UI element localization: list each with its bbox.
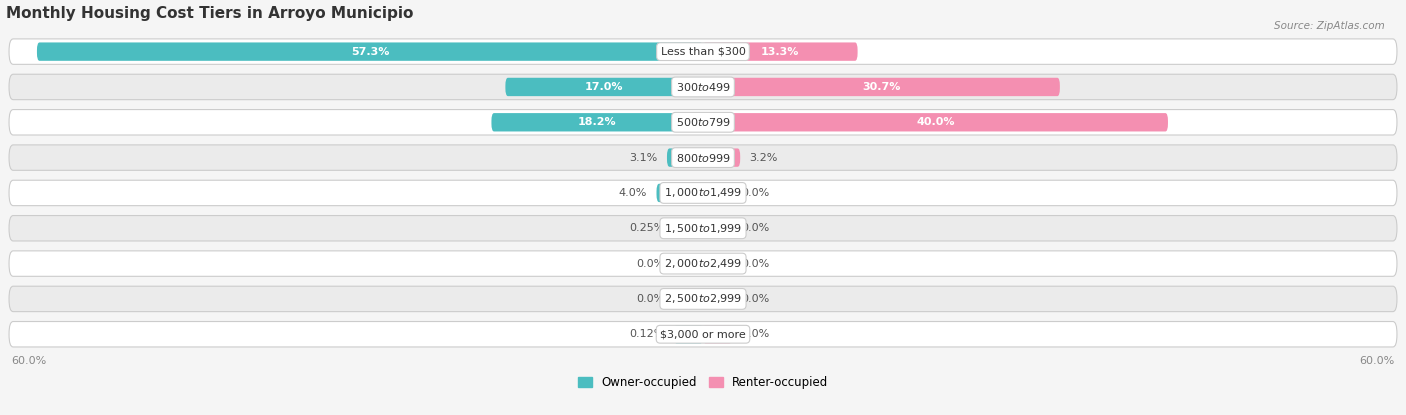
FancyBboxPatch shape: [703, 325, 733, 344]
FancyBboxPatch shape: [673, 254, 703, 273]
FancyBboxPatch shape: [703, 149, 740, 167]
FancyBboxPatch shape: [8, 286, 1398, 312]
Text: 0.0%: 0.0%: [741, 329, 769, 339]
Text: Source: ZipAtlas.com: Source: ZipAtlas.com: [1274, 21, 1385, 31]
FancyBboxPatch shape: [673, 219, 703, 237]
Text: $1,000 to $1,499: $1,000 to $1,499: [664, 186, 742, 200]
Text: 13.3%: 13.3%: [761, 46, 800, 56]
FancyBboxPatch shape: [505, 78, 703, 96]
Text: 0.0%: 0.0%: [637, 259, 665, 269]
Text: 18.2%: 18.2%: [578, 117, 617, 127]
FancyBboxPatch shape: [703, 78, 1060, 96]
FancyBboxPatch shape: [492, 113, 703, 132]
Text: 3.2%: 3.2%: [749, 153, 778, 163]
Text: Less than $300: Less than $300: [661, 46, 745, 56]
Text: 0.0%: 0.0%: [637, 294, 665, 304]
Text: 60.0%: 60.0%: [11, 356, 46, 366]
Text: 57.3%: 57.3%: [350, 46, 389, 56]
Text: $3,000 or more: $3,000 or more: [661, 329, 745, 339]
FancyBboxPatch shape: [666, 149, 703, 167]
FancyBboxPatch shape: [8, 180, 1398, 206]
FancyBboxPatch shape: [8, 215, 1398, 241]
Text: $300 to $499: $300 to $499: [675, 81, 731, 93]
Text: 4.0%: 4.0%: [619, 188, 647, 198]
FancyBboxPatch shape: [37, 42, 703, 61]
Text: $2,500 to $2,999: $2,500 to $2,999: [664, 293, 742, 305]
Text: $2,000 to $2,499: $2,000 to $2,499: [664, 257, 742, 270]
Text: $500 to $799: $500 to $799: [675, 116, 731, 128]
FancyBboxPatch shape: [8, 145, 1398, 170]
Text: 60.0%: 60.0%: [1360, 356, 1395, 366]
Legend: Owner-occupied, Renter-occupied: Owner-occupied, Renter-occupied: [572, 371, 834, 394]
Text: $1,500 to $1,999: $1,500 to $1,999: [664, 222, 742, 235]
Text: 0.0%: 0.0%: [741, 294, 769, 304]
Text: 3.1%: 3.1%: [630, 153, 658, 163]
Text: 30.7%: 30.7%: [862, 82, 901, 92]
Text: Monthly Housing Cost Tiers in Arroyo Municipio: Monthly Housing Cost Tiers in Arroyo Mun…: [6, 5, 413, 21]
FancyBboxPatch shape: [703, 290, 733, 308]
Text: 0.12%: 0.12%: [630, 329, 665, 339]
FancyBboxPatch shape: [673, 290, 703, 308]
Text: 17.0%: 17.0%: [585, 82, 623, 92]
FancyBboxPatch shape: [703, 184, 733, 202]
FancyBboxPatch shape: [8, 322, 1398, 347]
FancyBboxPatch shape: [703, 42, 858, 61]
Text: $800 to $999: $800 to $999: [675, 151, 731, 164]
Text: 0.0%: 0.0%: [741, 259, 769, 269]
FancyBboxPatch shape: [8, 74, 1398, 100]
Text: 40.0%: 40.0%: [917, 117, 955, 127]
FancyBboxPatch shape: [703, 254, 733, 273]
FancyBboxPatch shape: [8, 251, 1398, 276]
Text: 0.25%: 0.25%: [630, 223, 665, 233]
Text: 0.0%: 0.0%: [741, 223, 769, 233]
FancyBboxPatch shape: [703, 219, 733, 237]
FancyBboxPatch shape: [703, 113, 1168, 132]
FancyBboxPatch shape: [657, 184, 703, 202]
Text: 0.0%: 0.0%: [741, 188, 769, 198]
FancyBboxPatch shape: [8, 39, 1398, 64]
FancyBboxPatch shape: [8, 110, 1398, 135]
FancyBboxPatch shape: [673, 325, 703, 344]
